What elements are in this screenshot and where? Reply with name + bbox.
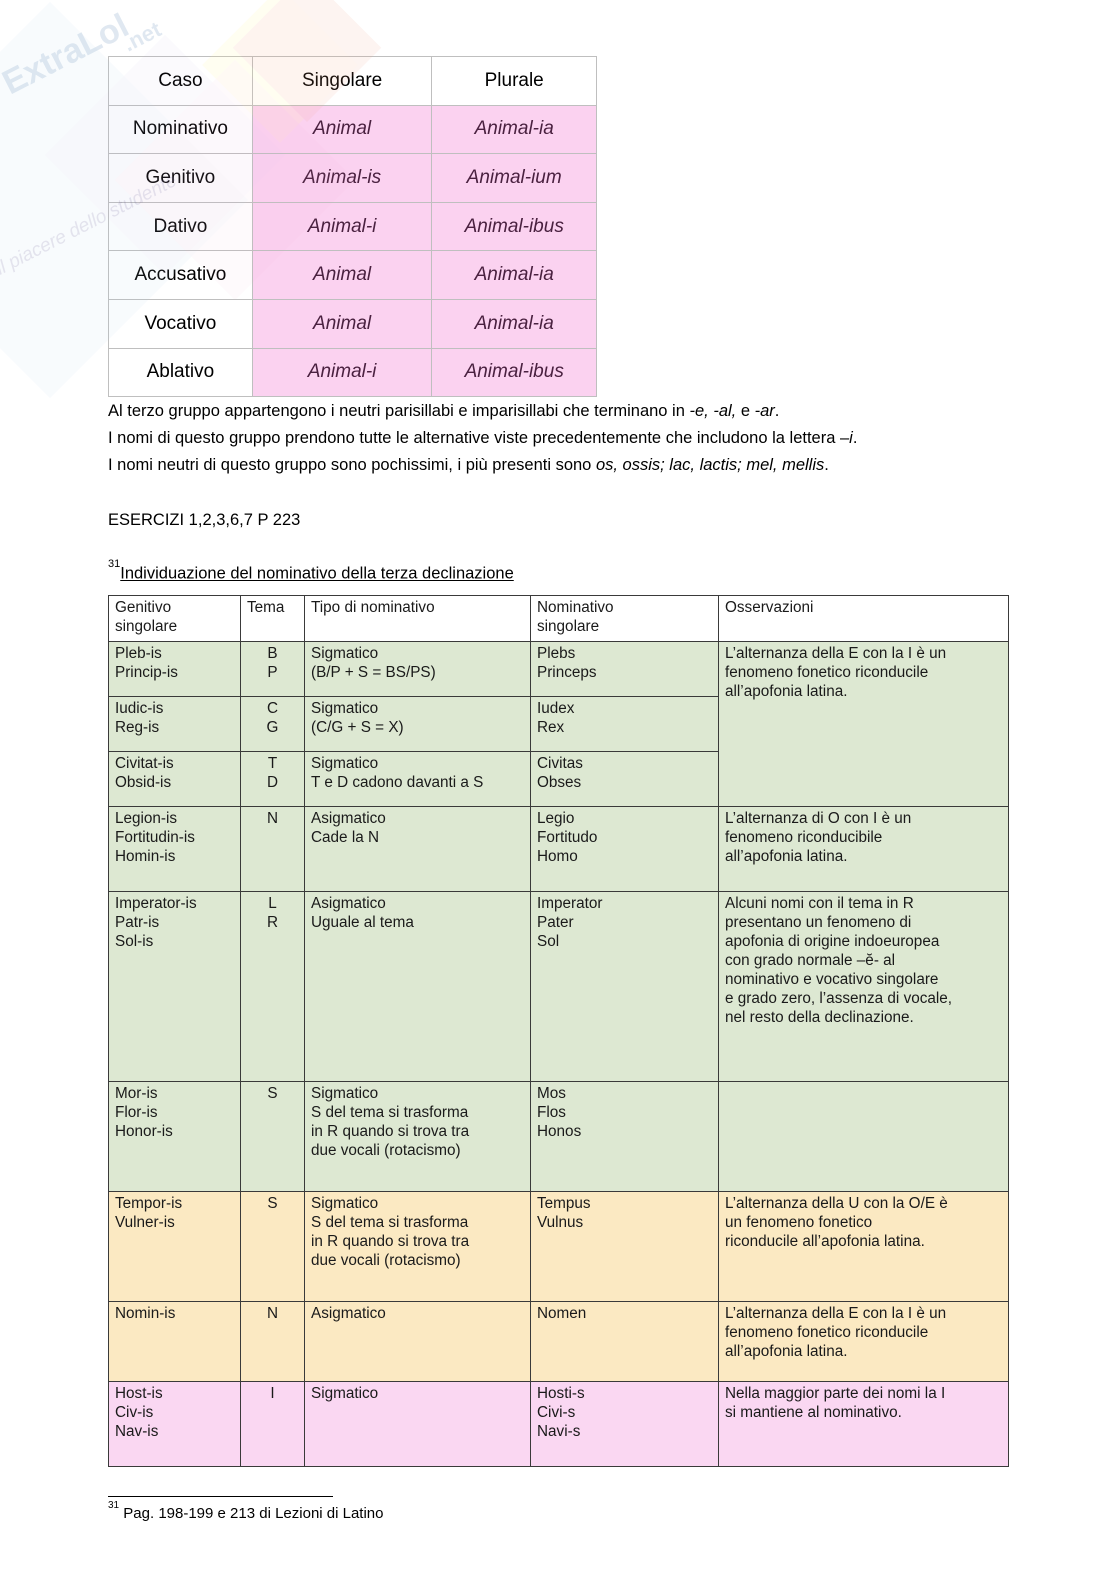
svg-text:.net: .net: [119, 16, 166, 56]
